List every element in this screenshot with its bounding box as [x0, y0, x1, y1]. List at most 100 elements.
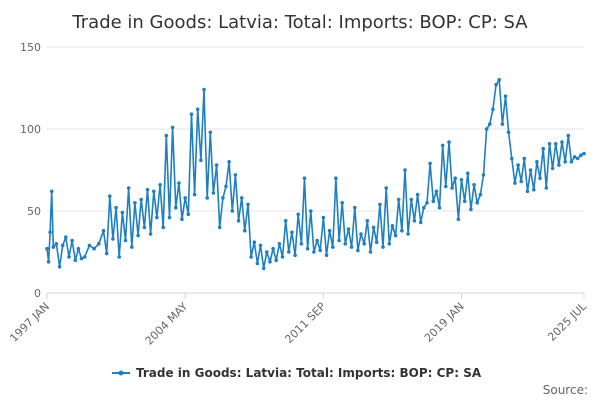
data-point	[513, 181, 517, 185]
data-point	[290, 230, 294, 235]
data-point	[368, 250, 373, 254]
data-point	[302, 176, 307, 180]
data-point	[287, 250, 291, 254]
data-point	[415, 192, 420, 197]
data-point	[488, 122, 492, 126]
data-point	[133, 201, 137, 205]
data-point	[425, 201, 429, 205]
data-point	[478, 192, 483, 197]
data-point	[79, 256, 84, 261]
data-point	[205, 196, 209, 200]
data-point	[544, 186, 549, 190]
data-point	[261, 266, 266, 271]
y-tick-label: 100	[20, 123, 41, 136]
data-point	[362, 242, 367, 246]
data-point	[503, 94, 508, 98]
data-point	[516, 163, 520, 167]
data-point	[331, 245, 335, 249]
data-point	[126, 186, 131, 190]
data-point	[108, 194, 112, 198]
data-point	[101, 228, 106, 233]
data-point	[431, 199, 436, 203]
data-point	[346, 227, 351, 231]
data-point	[459, 178, 464, 182]
data-point	[422, 205, 426, 210]
data-point	[400, 228, 404, 233]
data-point	[472, 183, 476, 187]
x-tick-label: 2025 JUL	[545, 299, 589, 343]
data-point	[343, 242, 348, 246]
data-point	[491, 107, 495, 112]
data-point	[572, 155, 577, 159]
data-point	[274, 258, 279, 263]
legend-label: Trade in Goods: Latvia: Total: Imports: …	[136, 366, 482, 380]
data-point	[208, 130, 213, 135]
data-point	[299, 242, 304, 246]
data-point	[49, 189, 54, 194]
data-point	[381, 245, 385, 249]
data-point	[510, 156, 514, 161]
data-point	[428, 161, 432, 166]
data-point	[280, 255, 285, 259]
data-point	[321, 215, 326, 220]
data-point	[579, 153, 583, 157]
legend[interactable]: Trade in Goods: Latvia: Total: Imports: …	[112, 366, 482, 380]
data-point	[532, 187, 536, 192]
y-tick-label: 50	[27, 205, 41, 218]
data-point	[437, 205, 442, 210]
source-label: Source:	[543, 383, 588, 397]
data-point	[384, 186, 389, 190]
x-tick-label: 2004 MAY	[143, 300, 191, 348]
data-point	[494, 82, 498, 87]
series-line	[46, 79, 585, 270]
data-point	[214, 163, 219, 167]
data-point	[396, 197, 401, 202]
data-point	[453, 176, 458, 180]
data-point	[192, 192, 197, 197]
data-point	[349, 245, 354, 249]
data-point	[412, 219, 417, 223]
data-point	[553, 142, 558, 146]
data-point	[155, 215, 159, 220]
data-point	[139, 197, 143, 202]
data-point	[312, 250, 316, 254]
data-point	[252, 240, 257, 244]
data-point	[403, 168, 407, 172]
data-point	[164, 133, 169, 138]
series-layer	[45, 78, 586, 271]
x-tick-label: 2019 JAN	[422, 300, 467, 345]
chart-title: Trade in Goods: Latvia: Total: Imports: …	[71, 12, 528, 33]
data-point	[277, 242, 282, 246]
data-point	[195, 107, 200, 112]
data-point	[114, 205, 118, 210]
data-point	[120, 210, 125, 215]
data-point	[54, 242, 59, 246]
data-point	[268, 260, 272, 264]
data-point	[46, 260, 51, 264]
data-point	[541, 146, 545, 151]
data-point	[359, 232, 363, 236]
data-point	[550, 166, 555, 171]
data-point	[67, 255, 71, 259]
data-point	[97, 242, 101, 246]
data-point	[76, 246, 81, 251]
data-point	[48, 230, 52, 235]
data-point	[183, 196, 187, 200]
data-point	[87, 243, 92, 248]
data-point	[211, 191, 216, 195]
data-point	[450, 186, 454, 190]
data-point	[535, 160, 539, 164]
data-point	[315, 238, 319, 243]
data-point	[525, 189, 530, 194]
data-point	[186, 212, 191, 217]
data-point	[174, 205, 178, 210]
data-point	[227, 160, 231, 164]
data-point	[158, 183, 162, 187]
data-point	[318, 248, 323, 253]
data-point	[224, 184, 228, 189]
data-point	[356, 248, 360, 253]
data-point	[582, 151, 586, 156]
data-point	[82, 255, 87, 259]
data-point	[161, 225, 165, 230]
